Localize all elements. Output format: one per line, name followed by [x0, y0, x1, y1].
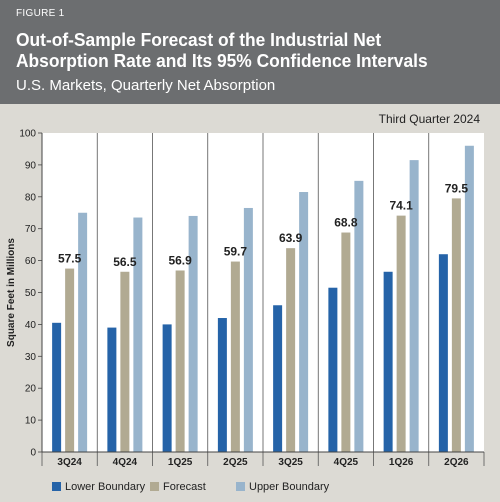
- legend-swatch: [236, 482, 245, 491]
- y-tick-label: 60: [25, 256, 37, 267]
- legend-label: Upper Boundary: [249, 481, 330, 493]
- chart-subtitle: U.S. Markets, Quarterly Net Absorption: [16, 77, 276, 94]
- chart-title-line-1: Out-of-Sample Forecast of the Industrial…: [16, 29, 382, 50]
- bar-lower-boundary: [162, 324, 172, 452]
- bar-upper-boundary: [409, 160, 419, 453]
- bar-forecast: [286, 248, 296, 452]
- value-labels-layer: 57.5 56.5 56.9 59.7 63.9 68.8 74.1 79.5: [58, 181, 468, 268]
- bar-lower-boundary: [438, 254, 448, 452]
- legend-label: Lower Boundary: [65, 481, 146, 493]
- value-label: 79.5: [445, 181, 469, 195]
- bar-lower-boundary: [217, 318, 227, 452]
- bar-upper-boundary: [243, 207, 253, 452]
- bar-forecast: [230, 261, 240, 452]
- bar-upper-boundary: [354, 180, 364, 452]
- bar-upper-boundary: [188, 215, 198, 452]
- x-axis: 3Q24 4Q24 1Q25 2Q25 3Q25 4Q25 1Q26 2Q26: [42, 451, 484, 468]
- bar-forecast: [65, 268, 75, 452]
- bar-forecast: [120, 271, 130, 452]
- value-label: 57.5: [58, 252, 82, 266]
- y-tick-label: 0: [30, 448, 36, 459]
- legend-item-forecast: Forecast: [150, 480, 206, 494]
- legend-item-upper-boundary: Upper Boundary: [236, 480, 329, 494]
- x-tick-label: 3Q25: [278, 457, 303, 468]
- y-tick-label: 50: [25, 288, 37, 299]
- bar-lower-boundary: [273, 305, 283, 452]
- y-axis: 0 10 20 30 40 50 60 70 80 90 100: [19, 129, 43, 459]
- y-tick-label: 30: [25, 352, 37, 363]
- y-tick-label: 20: [25, 384, 37, 395]
- x-tick-label: 1Q26: [389, 457, 414, 468]
- bar-lower-boundary: [107, 327, 117, 452]
- legend-label: Forecast: [163, 481, 206, 493]
- bar-forecast: [396, 215, 406, 452]
- bars-layer: [52, 145, 474, 453]
- bar-upper-boundary: [299, 192, 309, 452]
- bar-upper-boundary: [133, 217, 143, 452]
- legend-swatch: [52, 482, 61, 491]
- y-tick-label: 40: [25, 320, 37, 331]
- value-label: 74.1: [389, 199, 413, 213]
- x-tick-label: 2Q25: [223, 457, 248, 468]
- chart-title-line-2: Absorption Rate and Its 95% Confidence I…: [16, 50, 428, 71]
- y-tick-label: 80: [25, 192, 37, 203]
- bar-lower-boundary: [52, 322, 62, 452]
- x-tick-label: 4Q24: [113, 457, 138, 468]
- y-tick-label: 100: [19, 129, 36, 140]
- chart-title: Out-of-Sample Forecast of the Industrial…: [16, 29, 458, 71]
- y-tick-label: 10: [25, 416, 37, 427]
- bar-forecast: [341, 232, 351, 452]
- figure-label: FIGURE 1: [16, 8, 65, 19]
- value-label: 59.7: [224, 245, 248, 259]
- category-separators: [41, 133, 485, 466]
- y-axis-title: Square Feet in Millions: [6, 238, 17, 347]
- value-label: 63.9: [279, 231, 303, 245]
- chart-canvas: 57.5 56.5 56.9 59.7 63.9 68.8 74.1 79.5 0 10 20 30…: [6, 129, 485, 468]
- x-tick-label: 2Q26: [444, 457, 469, 468]
- legend-item-lower-boundary: Lower Boundary: [52, 480, 145, 494]
- y-tick-label: 90: [25, 160, 37, 171]
- bar-lower-boundary: [328, 287, 338, 452]
- bar-upper-boundary: [464, 145, 474, 452]
- figure-header: FIGURE 1 Out-of-Sample Forecast of the I…: [0, 0, 500, 104]
- legend-swatch: [150, 482, 159, 491]
- legend: Lower Boundary Forecast Upper Boundary: [0, 480, 500, 498]
- x-tick-label: 3Q24: [57, 457, 82, 468]
- bar-forecast: [175, 270, 185, 452]
- value-label: 56.5: [113, 255, 137, 269]
- value-label: 56.9: [168, 253, 192, 267]
- bar-forecast: [451, 198, 461, 452]
- x-tick-label: 1Q25: [168, 457, 193, 468]
- period-label: Third Quarter 2024: [378, 112, 480, 126]
- y-tick-label: 70: [25, 224, 37, 235]
- value-label: 68.8: [334, 216, 358, 230]
- x-tick-label: 4Q25: [334, 457, 359, 468]
- bar-upper-boundary: [78, 212, 88, 452]
- bar-lower-boundary: [383, 271, 393, 452]
